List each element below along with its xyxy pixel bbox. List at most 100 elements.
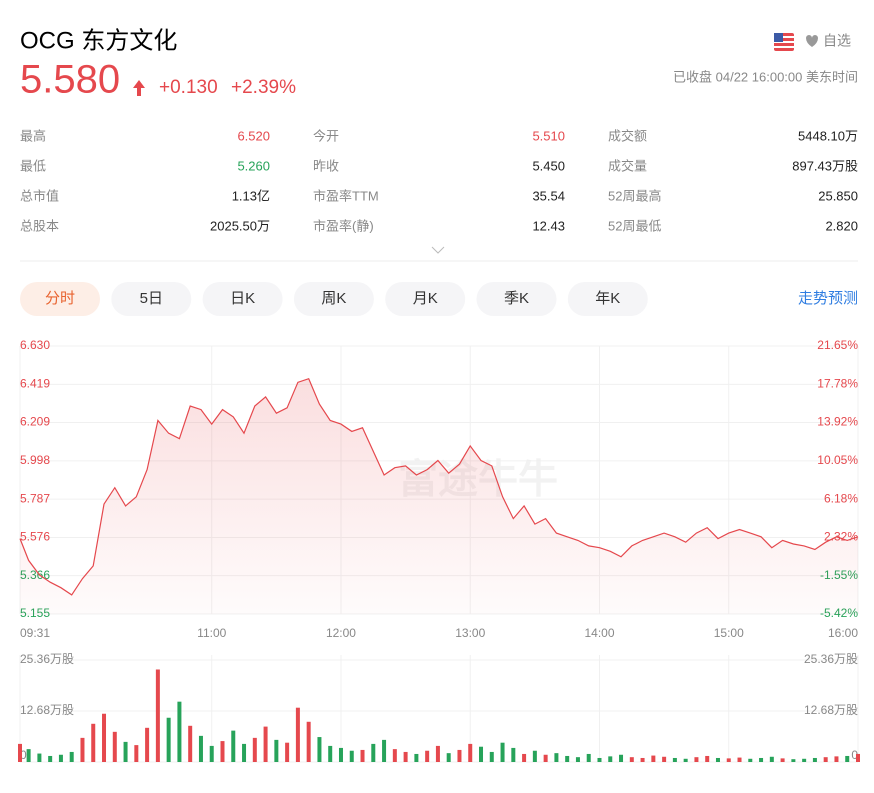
stat-label: 52周最高 — [608, 188, 661, 203]
stat-value: 5448.10万 — [798, 128, 858, 143]
y2-tick-label: 21.65% — [817, 338, 858, 352]
volume-bar — [371, 743, 376, 762]
volume-bar — [629, 757, 634, 762]
y-tick-label: 5.998 — [20, 453, 50, 467]
tab-pill[interactable] — [293, 282, 374, 316]
watchlist-button[interactable]: 自选 — [806, 33, 851, 49]
volume-bar — [285, 742, 290, 762]
y-tick-label: 6.630 — [20, 338, 50, 352]
tab-label[interactable]: 月K — [413, 290, 438, 307]
volume-bar — [134, 745, 139, 762]
volume-bar — [769, 756, 774, 762]
tab-pill[interactable] — [111, 282, 192, 316]
volume-bar — [166, 717, 171, 762]
volume-tick-label: 25.36万股 — [804, 652, 858, 666]
volume-bar — [274, 739, 279, 762]
volume-bar — [220, 741, 225, 762]
stock-title: OCG 东方文化 — [20, 27, 177, 54]
x-tick-label: 11:00 — [197, 626, 226, 640]
volume-bar — [306, 721, 311, 762]
volume-bar — [683, 758, 688, 762]
volume-bar — [18, 743, 22, 762]
y2-tick-label: 13.92% — [817, 415, 858, 429]
volume-bar — [802, 758, 807, 762]
volume-bar — [791, 759, 796, 762]
stat-label: 最低 — [20, 158, 46, 173]
us-flag — [774, 33, 794, 51]
volume-bar — [737, 757, 742, 762]
tab-label[interactable]: 分时 — [45, 290, 75, 307]
volume-bar — [457, 749, 462, 762]
tab-pill[interactable] — [385, 282, 466, 316]
volume-bar — [608, 756, 613, 762]
stat-value: 2025.50万 — [210, 218, 270, 233]
volume-bar — [80, 737, 85, 762]
volume-bar — [392, 749, 397, 762]
tab-pill[interactable] — [567, 282, 648, 316]
volume-tick-label: 0 — [20, 748, 27, 762]
stat-label: 今开 — [313, 128, 339, 143]
stat-label: 最高 — [20, 128, 46, 143]
volume-bar — [112, 731, 117, 762]
volume-bar — [845, 755, 850, 762]
tab-label[interactable]: 季K — [504, 290, 529, 307]
up-arrow — [133, 80, 145, 96]
market-status: 已收盘 04/22 16:00:00 美东时间 — [673, 69, 858, 84]
volume-bar — [263, 726, 268, 762]
volume-bar — [198, 735, 203, 762]
tab-label[interactable]: 日K — [230, 290, 255, 307]
volume-bar — [48, 755, 53, 762]
volume-bar — [338, 747, 343, 762]
volume-bar — [500, 742, 505, 762]
x-tick-label: 16:00 — [828, 626, 858, 640]
volume-bar — [823, 757, 828, 762]
tab-label[interactable]: 周K — [321, 290, 346, 307]
volume-bar — [479, 746, 484, 762]
volume-bar — [188, 725, 193, 762]
volume-bar — [425, 750, 430, 762]
volume-bar — [382, 739, 387, 762]
stat-label: 市盈率TTM — [313, 188, 379, 203]
stat-value: 6.520 — [237, 128, 270, 143]
stat-value: 1.13亿 — [232, 188, 270, 203]
volume-bar — [748, 758, 753, 762]
volume-bar — [155, 669, 160, 762]
volume-bar — [532, 750, 537, 762]
tab-pill[interactable] — [202, 282, 283, 316]
stat-label: 成交量 — [608, 158, 647, 173]
tab-pill[interactable] — [476, 282, 557, 316]
forecast-link[interactable]: 走势预测 — [798, 290, 858, 307]
stat-value: 35.54 — [532, 188, 565, 203]
stat-label: 成交额 — [608, 128, 647, 143]
y-tick-label: 5.787 — [20, 491, 50, 505]
volume-bar — [662, 756, 667, 762]
volume-bar — [522, 753, 527, 762]
volume-bar — [91, 723, 96, 762]
volume-bar — [726, 758, 731, 762]
change-pct: +2.39% — [231, 77, 296, 98]
volume-bar — [242, 743, 247, 762]
volume-bar — [231, 730, 236, 762]
watchlist-label[interactable]: 自选 — [823, 33, 851, 49]
volume-bar — [69, 751, 74, 762]
volume-bar — [543, 754, 548, 762]
volume-bar — [177, 701, 182, 762]
volume-tick-label: 0 — [851, 748, 858, 762]
volume-bar — [694, 757, 699, 762]
y2-tick-label: 6.18% — [824, 491, 858, 505]
x-tick-label: 09:31 — [20, 626, 50, 640]
volume-bar — [672, 757, 677, 762]
stat-label: 昨收 — [313, 158, 339, 173]
tab-pill[interactable] — [20, 282, 100, 316]
expand-chevron[interactable] — [431, 246, 445, 254]
tab-label[interactable]: 5日 — [140, 290, 163, 307]
stat-value: 12.43 — [532, 218, 565, 233]
volume-bar — [554, 753, 559, 762]
stat-value: 2.820 — [825, 218, 858, 233]
stat-label: 52周最低 — [608, 218, 661, 233]
volume-bar — [295, 707, 300, 762]
tab-label[interactable]: 年K — [595, 290, 620, 307]
price: 5.580 — [20, 58, 120, 102]
x-tick-label: 14:00 — [584, 626, 614, 640]
